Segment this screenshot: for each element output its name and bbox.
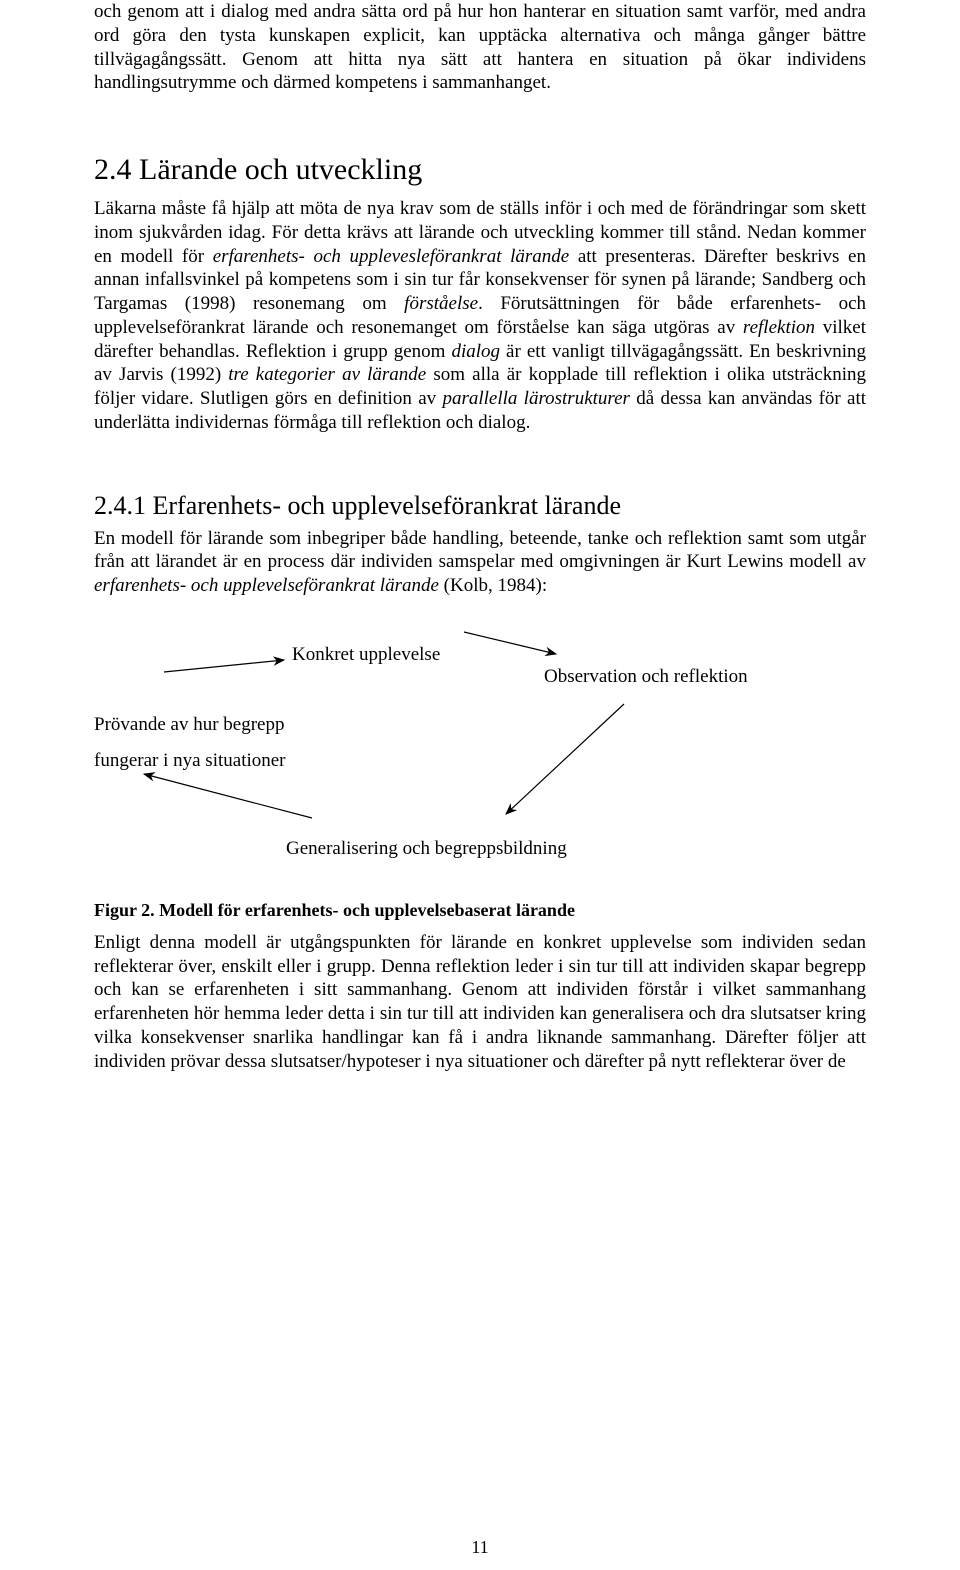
arrow-top-to-right <box>464 632 556 654</box>
arrow-bottom-to-left <box>144 774 312 818</box>
figure-caption: Figur 2. Modell för erfarenhets- och upp… <box>94 900 866 921</box>
closing-paragraph: Enligt denna modell är utgångspunkten fö… <box>94 931 866 1074</box>
document-page: och genom att i dialog med andra sätta o… <box>0 0 960 1570</box>
heading-2-4-1: 2.4.1 Erfarenhets- och upplevelseförankr… <box>94 491 866 521</box>
arrow-right-to-bottom <box>506 704 624 814</box>
node-konkret-upplevelse: Konkret upplevelse <box>292 644 440 666</box>
node-provande-line2: fungerar i nya situationer <box>94 750 286 772</box>
arrow-left-to-top <box>164 660 284 672</box>
node-provande-line1: Prövande av hur begrepp <box>94 714 284 736</box>
node-observation-reflektion: Observation och reflektion <box>544 666 748 688</box>
learning-cycle-diagram: Konkret upplevelse Observation och refle… <box>94 614 864 894</box>
section-2-4-1-body: En modell för lärande som inbegriper båd… <box>94 527 866 598</box>
node-generalisering: Generalisering och begreppsbildning <box>286 838 567 860</box>
intro-paragraph: och genom att i dialog med andra sätta o… <box>94 0 866 95</box>
section-2-4-body: Läkarna måste få hjälp att möta de nya k… <box>94 197 866 435</box>
page-number: 11 <box>0 1537 960 1558</box>
heading-2-4: 2.4 Lärande och utveckling <box>94 153 866 187</box>
